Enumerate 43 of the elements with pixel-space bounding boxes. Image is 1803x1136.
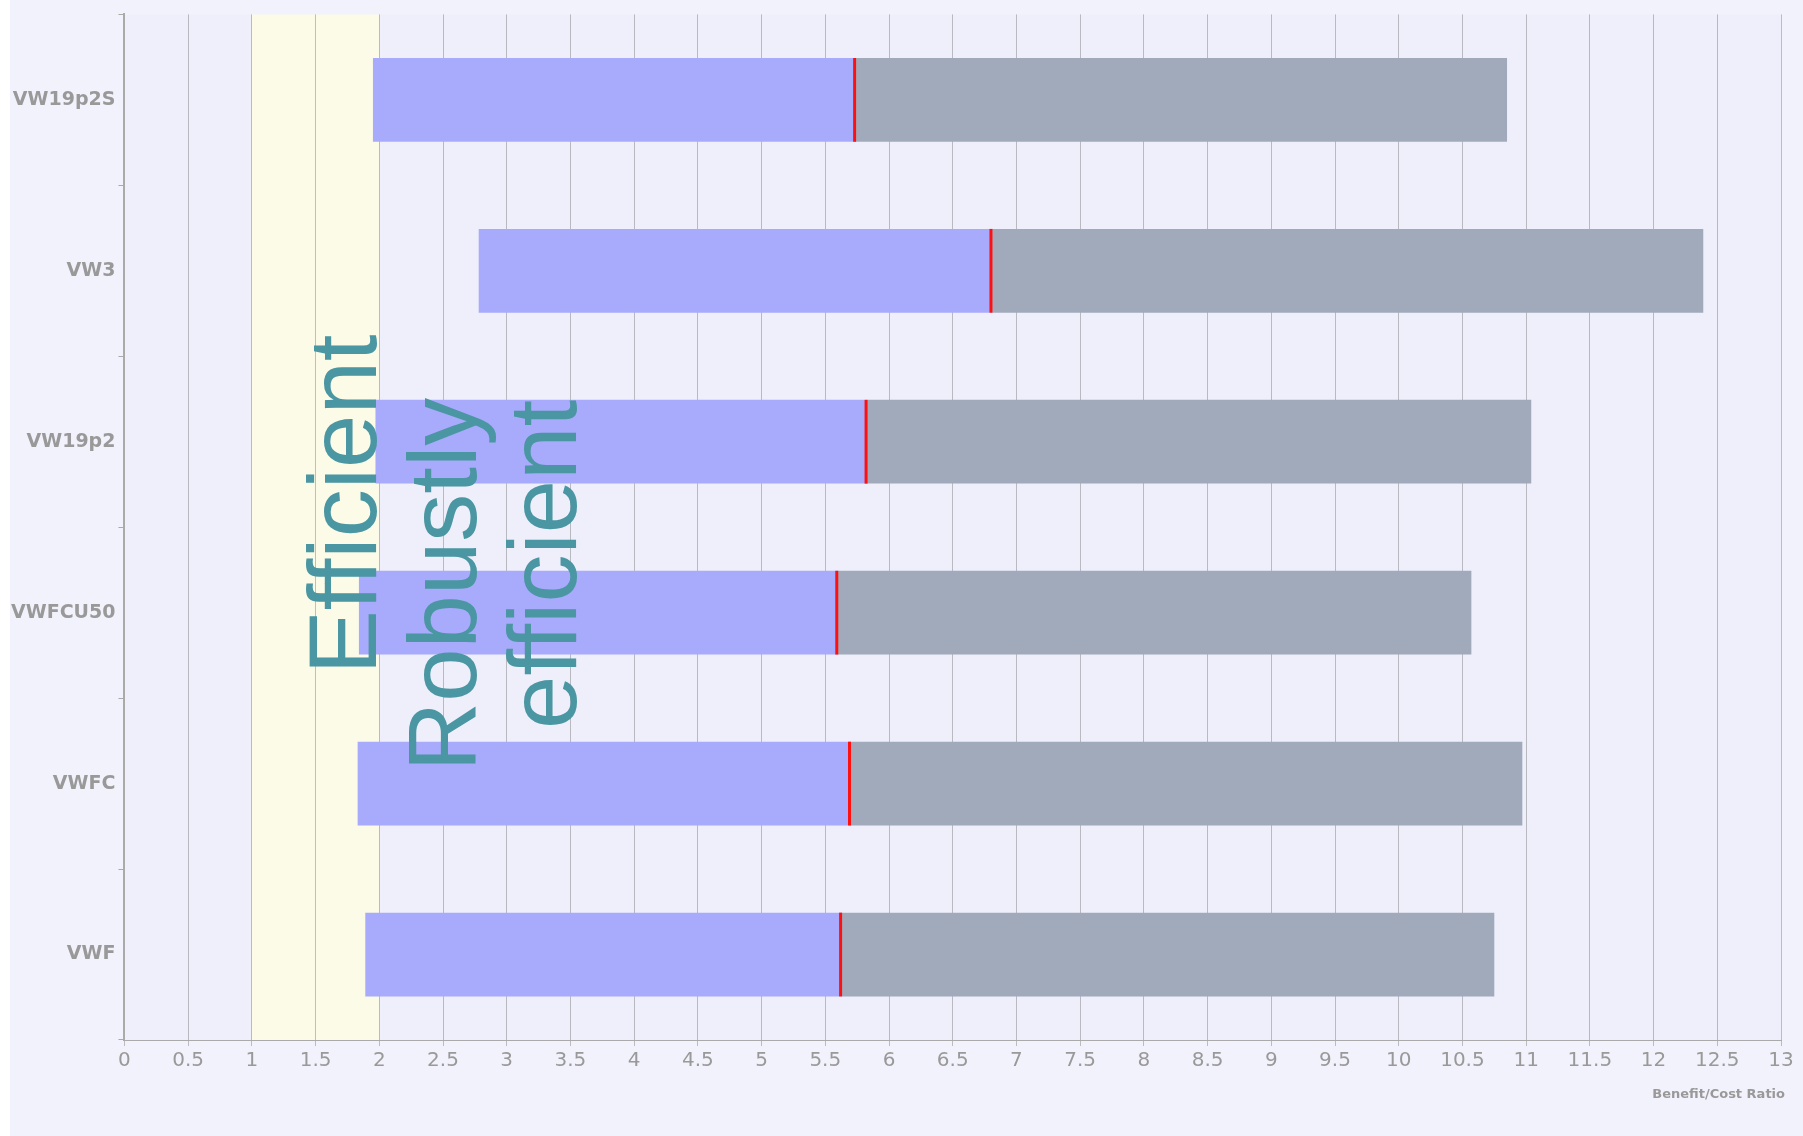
x-tick-label: 2.5 bbox=[427, 1047, 459, 1072]
y-tick-label: VWFCU50 bbox=[10, 599, 116, 622]
x-tick-label: 3.5 bbox=[554, 1047, 587, 1072]
x-tick-label: 10 bbox=[1385, 1047, 1412, 1072]
x-tick-label: 13 bbox=[1768, 1047, 1794, 1072]
x-tick-label: 6 bbox=[882, 1047, 896, 1072]
x-tick-label: 8 bbox=[1137, 1047, 1151, 1072]
y-tick-label: VW19p2S bbox=[12, 86, 116, 109]
bar bbox=[849, 741, 1523, 826]
x-tick-label: 9 bbox=[1264, 1047, 1278, 1072]
y-tick-label: VW3 bbox=[66, 257, 116, 280]
x-tick-label: 5.5 bbox=[809, 1047, 842, 1072]
x-tick-label: 1.5 bbox=[299, 1047, 332, 1072]
y-tick-label: VWF bbox=[66, 941, 116, 964]
x-tick-label: 7 bbox=[1010, 1047, 1023, 1072]
x-tick-label: 6.5 bbox=[936, 1047, 969, 1072]
y-tick-label: VWFC bbox=[52, 770, 116, 793]
bar bbox=[372, 57, 855, 142]
x-tick-label: 0.5 bbox=[172, 1047, 205, 1072]
bar bbox=[840, 912, 1495, 997]
x-tick-label: 12.5 bbox=[1695, 1047, 1740, 1072]
x-tick-label: 7.5 bbox=[1064, 1047, 1097, 1072]
x-tick-label: 11 bbox=[1513, 1047, 1539, 1072]
x-axis-title: Benefit/Cost Ratio bbox=[1652, 1085, 1786, 1101]
x-tick-label: 2 bbox=[372, 1047, 386, 1072]
x-tick-label: 10.5 bbox=[1440, 1047, 1485, 1072]
bar bbox=[990, 228, 1704, 313]
x-tick-label: 4 bbox=[627, 1047, 641, 1072]
bar bbox=[365, 912, 841, 997]
bar bbox=[866, 399, 1532, 484]
y-tick-label: VW19p2 bbox=[26, 428, 116, 451]
bar bbox=[836, 570, 1472, 655]
x-tick-label: 12 bbox=[1640, 1047, 1667, 1072]
x-tick-label: 8.5 bbox=[1191, 1047, 1224, 1072]
x-tick-label: 4.5 bbox=[681, 1047, 714, 1072]
bar bbox=[478, 228, 991, 313]
x-tick-label: 0 bbox=[118, 1047, 131, 1072]
x-tick-label: 1 bbox=[245, 1047, 259, 1072]
x-tick-label: 9.5 bbox=[1319, 1047, 1351, 1072]
x-tick-label: 11.5 bbox=[1567, 1047, 1613, 1072]
x-tick-label: 5 bbox=[755, 1047, 768, 1072]
x-tick-label: 3 bbox=[500, 1047, 514, 1072]
bar bbox=[854, 57, 1508, 142]
